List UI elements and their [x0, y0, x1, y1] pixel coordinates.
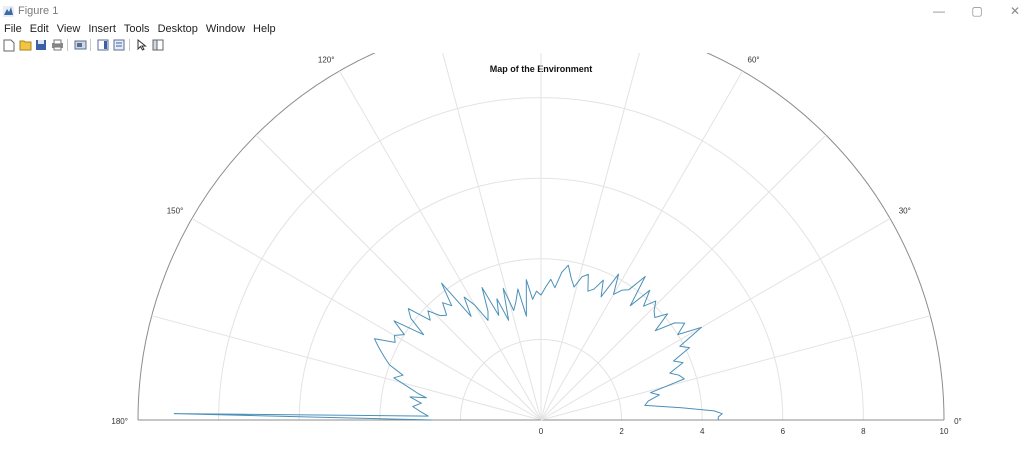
theta-tick-label: 120° [318, 55, 335, 64]
polar-grid-spoke [436, 30, 542, 421]
close-button[interactable]: ✕ [1009, 4, 1021, 18]
save-icon[interactable] [34, 38, 48, 52]
figure-toolbar [0, 37, 1034, 53]
polar-grid-spoke [339, 70, 542, 421]
menu-edit[interactable]: Edit [29, 23, 49, 35]
menu-file[interactable]: File [4, 23, 22, 35]
polar-grid-spoke [191, 218, 542, 421]
toolbar-separator [67, 39, 68, 51]
r-tick-label: 0 [539, 427, 544, 436]
maximize-button[interactable]: ▢ [971, 4, 983, 18]
polar-grid-spoke [151, 315, 542, 421]
r-tick-label: 2 [619, 427, 624, 436]
menu-tools[interactable]: Tools [123, 23, 150, 35]
matlab-app-icon [3, 5, 14, 17]
property-inspector-icon[interactable] [151, 38, 165, 52]
window-titlebar: Figure 1 — ▢ ✕ [0, 0, 1034, 22]
r-tick-label: 8 [861, 427, 866, 436]
minimize-button[interactable]: — [933, 4, 945, 18]
menu-view[interactable]: View [56, 23, 81, 35]
menu-window[interactable]: Window [205, 23, 246, 35]
toolbar-separator [129, 39, 130, 51]
new-figure-icon[interactable] [2, 38, 16, 52]
theta-tick-label: 0° [954, 417, 962, 426]
polar-grid-spoke [540, 134, 827, 421]
theta-tick-label: 30° [899, 206, 911, 215]
print-icon[interactable] [50, 38, 64, 52]
theta-tick-label: 180° [111, 417, 128, 426]
open-file-icon[interactable] [18, 38, 32, 52]
polar-grid-spoke [255, 134, 542, 421]
r-tick-label: 10 [940, 427, 949, 436]
menu-insert[interactable]: Insert [88, 23, 116, 35]
toolbar-separator [90, 39, 91, 51]
menu-desktop[interactable]: Desktop [157, 23, 198, 35]
r-tick-label: 4 [700, 427, 705, 436]
polar-grid-spoke [540, 218, 891, 421]
range-scan-line [173, 264, 723, 421]
r-tick-label: 6 [781, 427, 786, 436]
link-icon[interactable] [73, 38, 87, 52]
polar-plot: Map of the Environment 0°30°60°90°120°15… [111, 0, 962, 436]
window-title: Figure 1 [18, 5, 59, 17]
menu-help[interactable]: Help [253, 23, 276, 35]
theta-tick-label: 150° [167, 206, 184, 215]
insert-colorbar-icon[interactable] [96, 38, 110, 52]
polar-grid-spoke [540, 315, 931, 421]
pointer-icon[interactable] [135, 38, 149, 52]
polar-grid-spoke [540, 30, 646, 421]
insert-legend-icon[interactable] [112, 38, 126, 52]
theta-tick-label: 60° [748, 55, 760, 64]
menubar: File Edit View Insert Tools Desktop Wind… [0, 22, 280, 37]
polar-grid-spoke [540, 70, 743, 421]
window-controls: — ▢ ✕ [920, 0, 1034, 22]
